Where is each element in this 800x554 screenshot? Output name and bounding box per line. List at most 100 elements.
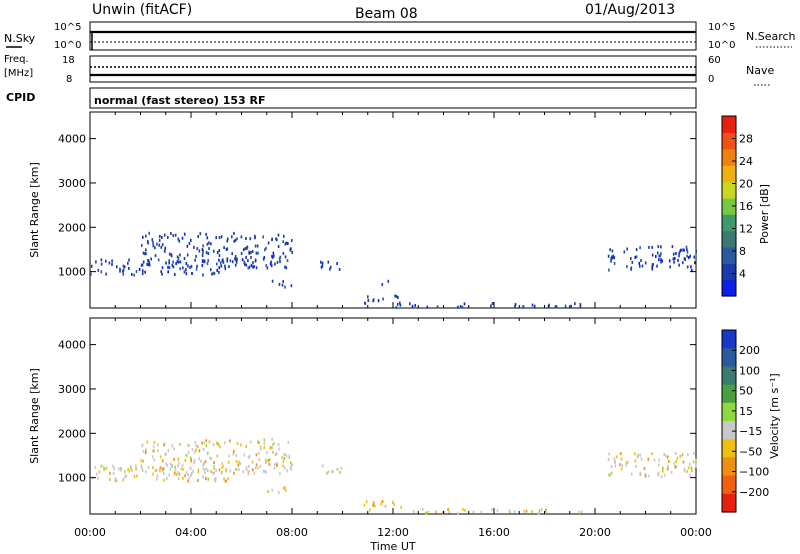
range-cell xyxy=(127,468,129,472)
range-cell xyxy=(675,465,678,469)
range-cell xyxy=(619,462,622,466)
range-cell xyxy=(100,262,103,266)
range-cell xyxy=(250,251,252,255)
x-tick-label: 08:00 xyxy=(276,526,308,539)
range-cell xyxy=(285,488,287,492)
range-cell xyxy=(369,508,371,512)
range-cell xyxy=(274,463,276,467)
range-cell xyxy=(425,511,427,515)
range-cell xyxy=(695,462,697,466)
range-cell xyxy=(221,465,224,469)
range-cell xyxy=(249,440,252,444)
range-cell xyxy=(581,510,583,514)
range-cell xyxy=(283,456,285,460)
colorbar-segment xyxy=(722,230,736,248)
range-cell xyxy=(659,254,662,258)
range-cell xyxy=(140,464,143,468)
range-cell xyxy=(148,231,150,235)
range-cell xyxy=(658,254,661,258)
range-cell xyxy=(100,270,103,274)
colorbar-segment xyxy=(722,214,736,232)
range-cell xyxy=(623,250,626,254)
range-cell xyxy=(203,260,206,264)
cpid-panel xyxy=(89,87,697,109)
range-cell xyxy=(198,457,200,461)
range-cell xyxy=(253,265,255,268)
colorbar-segment xyxy=(722,330,736,349)
range-cell xyxy=(274,452,277,456)
colorbar-frame xyxy=(721,329,737,513)
range-cell xyxy=(514,304,516,308)
range-cell xyxy=(203,441,206,445)
range-cell xyxy=(185,272,188,276)
range-cell xyxy=(214,479,217,483)
range-cell xyxy=(235,454,237,458)
date-title: 01/Aug/2013 xyxy=(585,2,675,18)
range-cell xyxy=(257,466,259,470)
range-cell xyxy=(218,236,221,239)
range-cell xyxy=(245,466,248,470)
range-cell xyxy=(135,270,138,273)
range-cell xyxy=(113,467,116,471)
range-cell xyxy=(135,467,137,471)
range-cell xyxy=(224,264,226,268)
colorbar-segment xyxy=(722,165,736,183)
range-cell xyxy=(691,268,693,272)
range-cell xyxy=(182,476,184,480)
range-cell xyxy=(651,263,654,267)
range-cell xyxy=(229,439,231,443)
range-cell xyxy=(233,471,235,475)
range-cell xyxy=(285,454,288,458)
range-cell xyxy=(674,256,676,260)
range-cell xyxy=(626,247,628,251)
range-cell xyxy=(283,234,285,238)
range-cell xyxy=(263,438,266,442)
colorbar-tick-label: 15 xyxy=(739,405,753,418)
range-cell xyxy=(244,247,247,251)
range-cell xyxy=(145,252,147,256)
colorbar-tick-label: 100 xyxy=(739,364,760,377)
range-cell xyxy=(154,469,157,473)
range-cell xyxy=(278,257,281,261)
range-cell xyxy=(163,466,166,470)
range-cell xyxy=(276,238,278,242)
range-cell xyxy=(678,263,680,267)
range-cell xyxy=(221,259,224,263)
range-cell xyxy=(630,257,632,261)
velocity-colorbar-label: Velocity [m s⁻¹] xyxy=(768,373,781,458)
range-cell xyxy=(545,508,547,512)
range-cell xyxy=(257,440,259,444)
range-cell xyxy=(147,466,150,470)
power-ylabel: Slant Range [km] xyxy=(28,162,41,258)
range-cell xyxy=(248,454,251,458)
range-cell xyxy=(336,262,338,266)
range-cell xyxy=(212,271,215,275)
colorbar-segment xyxy=(722,263,736,281)
range-cell xyxy=(220,235,223,239)
range-cell xyxy=(125,474,127,478)
range-cell xyxy=(258,458,260,462)
colorbar-segment xyxy=(722,181,736,199)
colorbar-segment xyxy=(722,439,736,458)
range-cell xyxy=(97,268,100,272)
range-cell xyxy=(579,303,582,306)
range-cell xyxy=(164,452,166,456)
cpid-label: CPID xyxy=(6,91,35,104)
range-cell xyxy=(97,476,99,480)
range-cell xyxy=(273,254,275,258)
range-cell xyxy=(187,479,189,483)
range-cell xyxy=(271,446,273,450)
range-cell xyxy=(656,251,659,255)
nsearch-label: N.Search xyxy=(746,30,796,43)
range-cell xyxy=(613,262,616,265)
range-cell xyxy=(676,456,679,460)
range-cell xyxy=(320,260,322,264)
range-cell xyxy=(223,477,225,481)
range-cell xyxy=(631,260,634,264)
range-cell xyxy=(234,257,236,261)
range-cell xyxy=(160,270,162,274)
range-cell xyxy=(615,455,618,459)
range-cell xyxy=(651,253,654,257)
range-cell xyxy=(178,461,180,465)
range-cell xyxy=(177,257,180,261)
